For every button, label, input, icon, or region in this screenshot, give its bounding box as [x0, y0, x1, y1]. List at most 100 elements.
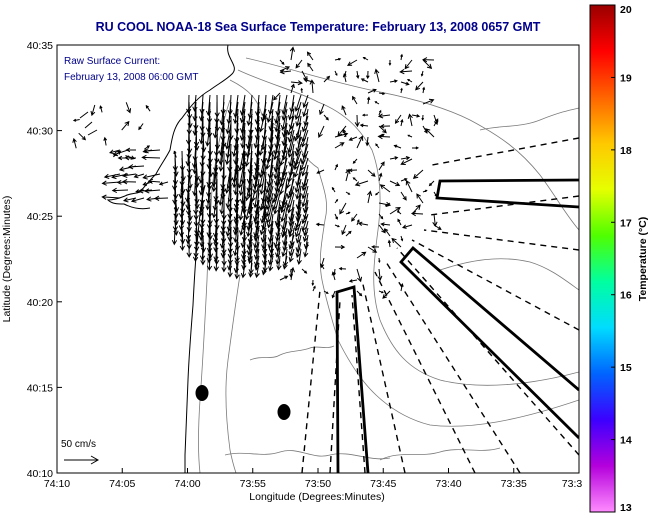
current-vector: [109, 149, 121, 155]
current-vector: [241, 248, 247, 265]
current-vector: [374, 68, 380, 83]
current-vector: [334, 244, 346, 250]
current-vector: [121, 120, 130, 131]
current-vector: [428, 180, 435, 187]
colorbar-label: Temperature (°C): [637, 217, 649, 302]
current-vector: [225, 213, 232, 237]
current-vector: [378, 109, 382, 116]
current-vector: [400, 81, 410, 86]
current-vector: [253, 213, 260, 238]
current-vector: [354, 114, 360, 128]
current-vector: [171, 227, 178, 246]
current-vector: [309, 79, 315, 94]
x-tick-label: 74:05: [109, 478, 135, 490]
current-vector: [231, 129, 239, 158]
current-vector: [360, 78, 369, 83]
current-vector: [194, 164, 200, 188]
current-vector: [142, 173, 161, 180]
current-vector: [301, 157, 309, 177]
current-vector: [225, 178, 232, 209]
current-vector: [356, 135, 364, 149]
radial-lines: [301, 137, 579, 473]
box-southeast: [399, 246, 579, 439]
current-vector: [378, 257, 381, 264]
x-tick-label: 73:45: [370, 478, 396, 490]
scale-label: 50 cm/s: [61, 439, 96, 450]
current-vector: [348, 168, 358, 173]
current-vector: [319, 103, 325, 116]
current-vector: [366, 96, 371, 105]
current-vector: [240, 262, 247, 279]
current-vector: [421, 114, 425, 121]
current-vector: [323, 114, 329, 121]
x-tick-label: 74:00: [174, 478, 200, 490]
current-vector: [206, 248, 212, 264]
current-vector: [246, 101, 253, 127]
current-vector: [259, 164, 267, 195]
current-vector: [334, 213, 338, 220]
current-vector: [299, 150, 309, 172]
current-vector: [238, 164, 246, 197]
current-vector: [227, 220, 233, 243]
current-vector: [247, 241, 253, 262]
current-vector: [302, 227, 309, 243]
current-vector: [112, 150, 122, 158]
current-vector: [352, 95, 358, 105]
current-vector: [234, 262, 240, 280]
current-vector: [331, 290, 336, 299]
current-vector: [422, 98, 435, 105]
current-vector: [334, 57, 342, 61]
current-vector: [361, 113, 369, 117]
current-vector: [294, 220, 302, 238]
current-vector: [346, 59, 358, 66]
station-dot: [277, 404, 291, 420]
current-vector: [99, 105, 103, 113]
current-vector: [141, 154, 161, 161]
box-east: [435, 178, 579, 209]
current-vector: [125, 147, 137, 153]
current-vector: [227, 262, 233, 278]
current-vector: [415, 81, 424, 91]
current-vector: [252, 157, 260, 190]
annotation-line-1: Raw Surface Current:: [64, 56, 160, 67]
current-vector: [205, 122, 211, 147]
colorbar-ticks: 13 14 15 16 17 18 19 20: [611, 4, 632, 514]
current-vector: [397, 218, 402, 226]
current-vector: [231, 150, 239, 184]
current-vector: [345, 230, 352, 237]
current-vector: [138, 123, 144, 131]
current-vector: [359, 123, 369, 128]
current-vector: [400, 178, 408, 182]
current-vector: [378, 92, 386, 96]
current-vector: [72, 137, 77, 149]
scale-arrow: [64, 455, 100, 465]
current-vector: [296, 248, 302, 266]
current-vector: [356, 251, 367, 259]
current-vector: [422, 189, 428, 193]
current-vector: [295, 178, 302, 200]
current-vector: [200, 248, 206, 266]
current-vector: [400, 191, 407, 201]
y-tick-label: 40:25: [27, 211, 53, 223]
current-vector: [241, 255, 247, 271]
current-vector: [220, 241, 226, 259]
current-vector: [422, 59, 433, 70]
current-vector: [301, 206, 309, 225]
current-vector: [378, 161, 385, 171]
current-vector: [387, 239, 392, 248]
current-vector: [111, 187, 129, 194]
current-vector: [320, 263, 325, 270]
current-vector: [316, 169, 325, 174]
current-vector: [331, 271, 336, 281]
current-vector: [238, 192, 246, 221]
current-vector: [248, 262, 254, 278]
current-vector: [258, 108, 267, 133]
current-vector: [219, 185, 225, 215]
current-vector: [303, 241, 309, 258]
current-vector: [266, 101, 274, 124]
current-vector: [400, 87, 403, 94]
current-vector: [348, 279, 358, 283]
current-vector: [377, 113, 391, 119]
current-vector: [302, 94, 309, 109]
x-tick-label: 73:55: [240, 478, 266, 490]
